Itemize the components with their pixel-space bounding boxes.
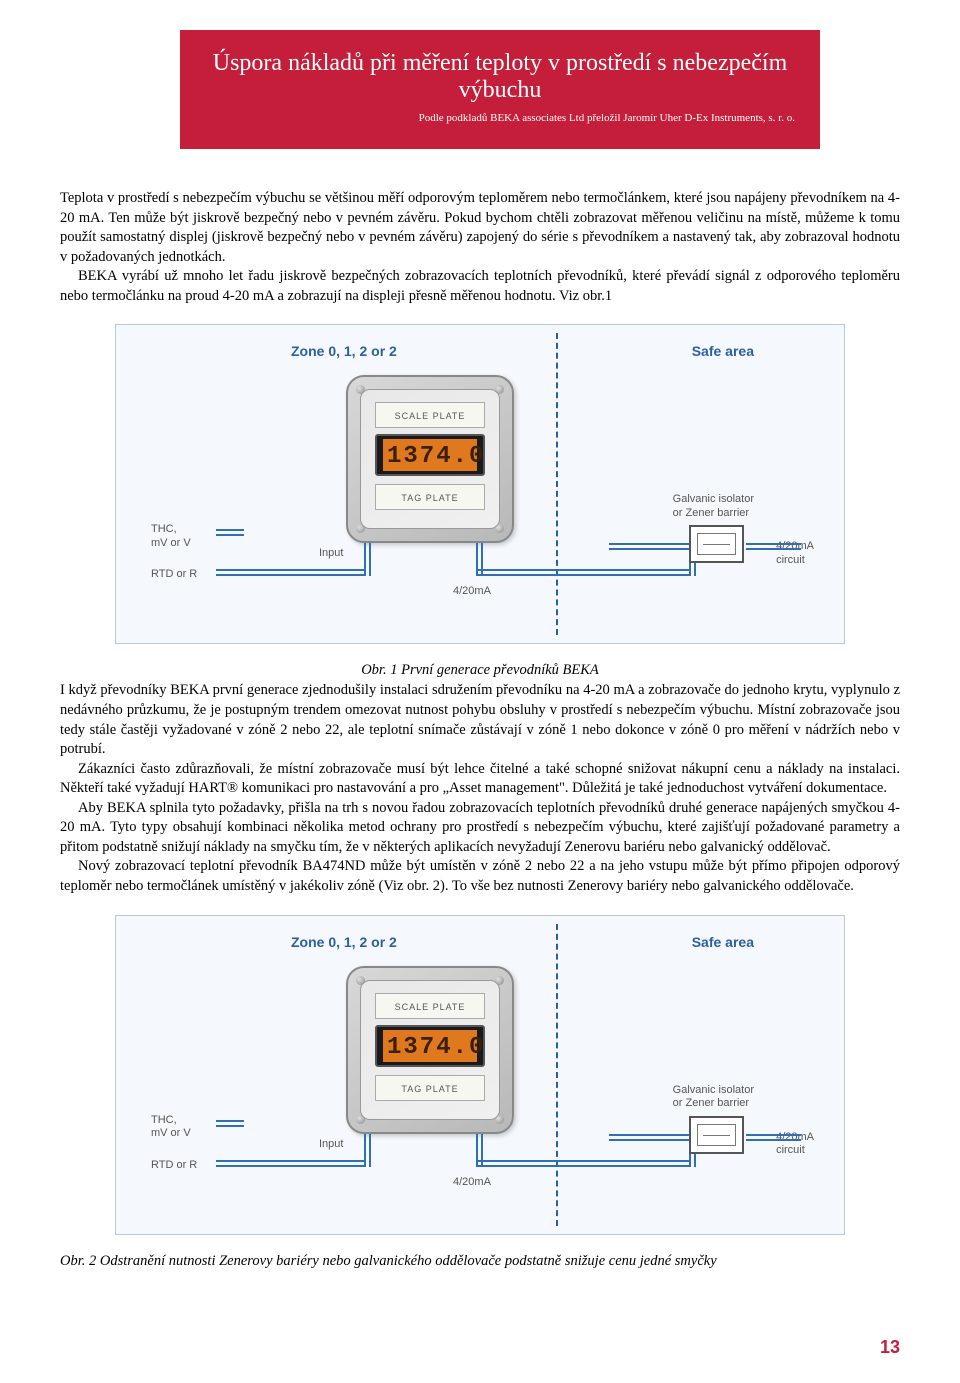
label-thc: THC, mV or V: [151, 1114, 191, 1142]
scale-plate: SCALE PLATE: [375, 402, 485, 428]
label-rtd: RTD or R: [151, 568, 197, 582]
zone-label-left: Zone 0, 1, 2 or 2: [291, 934, 397, 950]
figure-2: Zone 0, 1, 2 or 2 Safe area SCALE PLATE …: [115, 915, 845, 1235]
caption-1: Obr. 1 První generace převodníků BEKA: [60, 662, 900, 679]
article-subtitle: Podle podkladů BEKA associates Ltd přelo…: [205, 112, 795, 124]
article-title: Úspora nákladů při měření teploty v pros…: [205, 50, 795, 104]
page-number: 13: [880, 1337, 900, 1358]
label-rtd: RTD or R: [151, 1159, 197, 1173]
label-420ma: 4/20mA: [453, 1176, 491, 1190]
label-isolator: Galvanic isolator or Zener barrier: [673, 1084, 754, 1112]
label-420ma: 4/20mA: [453, 585, 491, 599]
device-face: SCALE PLATE 1374.0 TAG PLATE: [360, 980, 500, 1120]
scale-plate: SCALE PLATE: [375, 993, 485, 1019]
paragraph-2c: Aby BEKA splnila tyto požadavky, přišla …: [60, 799, 900, 858]
figure-1: Zone 0, 1, 2 or 2 Safe area SCALE PLATE …: [115, 324, 845, 644]
device-face: SCALE PLATE 1374.0 TAG PLATE: [360, 389, 500, 529]
paragraph-2a: I když převodníky BEKA první generace zj…: [60, 681, 900, 759]
caption-2: Obr. 2 Odstranění nutnosti Zenerovy bari…: [60, 1253, 900, 1270]
zone-label-right: Safe area: [692, 934, 754, 950]
header-box: Úspora nákladů při měření teploty v pros…: [180, 30, 820, 149]
zone-label-left: Zone 0, 1, 2 or 2: [291, 343, 397, 359]
label-isolator: Galvanic isolator or Zener barrier: [673, 493, 754, 521]
label-thc: THC, mV or V: [151, 523, 191, 551]
paragraph-1: Teplota v prostředí s nebezpečím výbuchu…: [60, 189, 900, 267]
lcd-display: 1374.0: [375, 1025, 485, 1067]
label-input: Input: [319, 547, 343, 561]
zone-label-right: Safe area: [692, 343, 754, 359]
tag-plate: TAG PLATE: [375, 484, 485, 510]
lcd-value: 1374.0: [383, 439, 477, 471]
paragraph-2d: Nový zobrazovací teplotní převodník BA47…: [60, 857, 900, 896]
lcd-value: 1374.0: [383, 1030, 477, 1062]
zone-divider: [556, 924, 558, 1226]
barrier-box: [689, 1116, 744, 1154]
barrier-box: [689, 525, 744, 563]
paragraph-1b: BEKA vyrábí už mnoho let řadu jiskrově b…: [60, 267, 900, 306]
device-box: SCALE PLATE 1374.0 TAG PLATE: [346, 375, 514, 543]
lcd-display: 1374.0: [375, 434, 485, 476]
device-box: SCALE PLATE 1374.0 TAG PLATE: [346, 966, 514, 1134]
zone-divider: [556, 333, 558, 635]
label-input: Input: [319, 1138, 343, 1152]
paragraph-2b: Zákazníci často zdůrazňovali, že místní …: [60, 760, 900, 799]
tag-plate: TAG PLATE: [375, 1075, 485, 1101]
